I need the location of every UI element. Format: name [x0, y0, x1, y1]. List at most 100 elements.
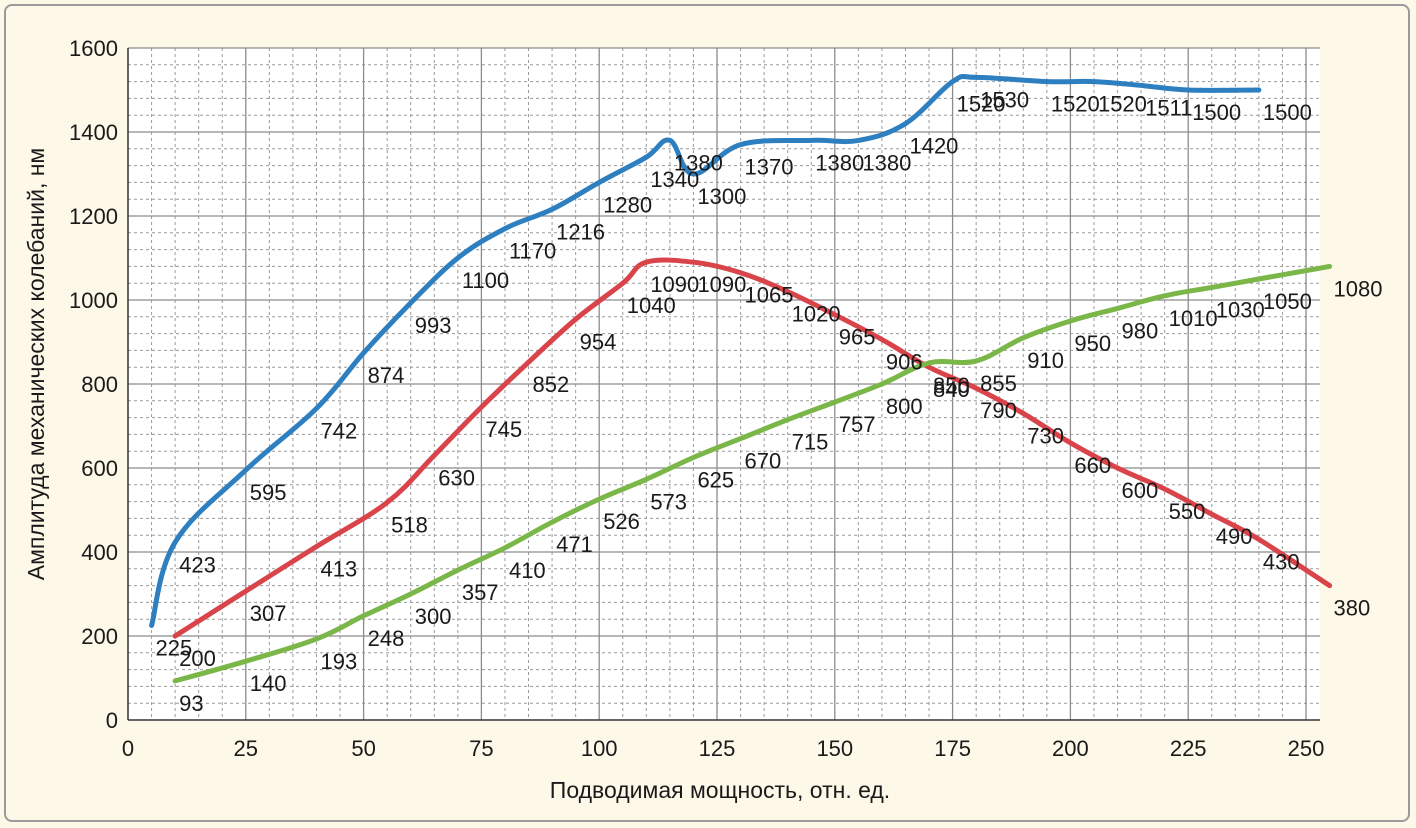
data-label: 526 [603, 509, 640, 534]
data-label: 660 [1074, 453, 1111, 478]
data-label: 670 [745, 449, 782, 474]
data-label: 790 [980, 398, 1017, 423]
data-label: 1065 [745, 283, 794, 308]
series-line-2 [172, 257, 1333, 639]
data-label: 800 [886, 394, 923, 419]
data-label: 1511 [1145, 95, 1192, 120]
data-label: 600 [1122, 478, 1159, 503]
data-label: 1520 [957, 92, 1006, 117]
data-label: 410 [509, 558, 546, 583]
data-label: 874 [368, 363, 405, 388]
data-label: 1216 [556, 219, 605, 244]
data-label: 1050 [1263, 289, 1312, 314]
series-group [149, 73, 1333, 684]
data-label: 1380 [674, 150, 723, 175]
data-label: 1420 [909, 134, 958, 159]
series-line-3 [172, 263, 1333, 684]
data-label: 357 [462, 580, 499, 605]
data-label: 625 [697, 468, 734, 493]
data-label: 1080 [1334, 276, 1383, 301]
data-label: 950 [1074, 331, 1111, 356]
data-label: 840 [933, 377, 970, 402]
x-tick-label: 150 [816, 736, 853, 761]
data-label: 413 [320, 557, 357, 582]
data-label: 490 [1216, 524, 1253, 549]
data-label: 852 [533, 372, 570, 397]
x-tick-label: 125 [699, 736, 736, 761]
x-tick-label: 225 [1170, 736, 1207, 761]
y-axis-title: Амплитуда механических колебаний, нм [23, 148, 49, 580]
axes [127, 48, 1320, 721]
data-label: 1280 [603, 192, 652, 217]
data-label: 423 [179, 552, 216, 577]
data-label: 471 [556, 532, 593, 557]
data-label: 380 [1334, 596, 1371, 621]
x-tick-label: 75 [469, 736, 493, 761]
data-label: 742 [320, 418, 357, 443]
data-label: 745 [485, 417, 522, 442]
data-label: 1090 [697, 272, 746, 297]
data-label: 715 [792, 430, 829, 455]
series-line-1 [149, 73, 1262, 628]
x-tick-label: 175 [934, 736, 971, 761]
y-tick-label: 1400 [69, 120, 118, 145]
data-label: 906 [886, 349, 923, 374]
data-label: 1380 [862, 150, 911, 175]
data-label: 1500 [1192, 100, 1241, 125]
data-label: 993 [415, 313, 452, 338]
y-tick-label: 600 [81, 456, 118, 481]
x-tick-label: 0 [122, 736, 134, 761]
data-label: 1520 [1051, 92, 1100, 117]
data-label: 1500 [1263, 100, 1312, 125]
data-label: 200 [179, 646, 216, 671]
y-axis-ticks: 0 200 400 600 800 1000 1200 1400 1600 [69, 36, 118, 733]
data-label: 954 [580, 329, 617, 354]
y-tick-label: 1000 [69, 288, 118, 313]
y-tick-label: 400 [81, 540, 118, 565]
data-labels: 2254235957428749931100117012161280134013… [156, 87, 1383, 716]
data-label: 1170 [509, 239, 556, 264]
data-label: 93 [179, 691, 203, 716]
data-label: 1040 [627, 293, 676, 318]
x-axis-title: Подводимая мощность, отн. ед. [550, 777, 890, 803]
data-label: 518 [391, 512, 428, 537]
data-label: 1090 [650, 272, 699, 297]
y-tick-label: 1600 [69, 36, 118, 61]
x-axis-ticks: 0 25 50 75 100 125 150 175 200 225 250 [122, 736, 1324, 761]
x-tick-label: 50 [351, 736, 375, 761]
data-label: 307 [250, 601, 287, 626]
data-label: 910 [1027, 348, 1064, 373]
data-label: 965 [839, 325, 876, 350]
data-label: 630 [438, 465, 475, 490]
data-label: 550 [1169, 499, 1206, 524]
y-tick-label: 0 [106, 708, 118, 733]
data-label: 1530 [980, 87, 1029, 112]
data-label: 140 [250, 671, 287, 696]
data-label: 757 [839, 412, 876, 437]
data-label: 225 [156, 636, 193, 661]
data-label: 573 [650, 489, 687, 514]
data-label: 1020 [792, 302, 841, 327]
data-label: 730 [1027, 423, 1064, 448]
x-tick-label: 100 [581, 736, 618, 761]
data-label: 1100 [462, 268, 509, 293]
data-label: 980 [1122, 318, 1159, 343]
data-label: 193 [320, 649, 357, 674]
data-label: 248 [368, 626, 405, 651]
x-tick-label: 250 [1288, 736, 1325, 761]
y-tick-label: 800 [81, 372, 118, 397]
x-tick-label: 25 [234, 736, 258, 761]
data-label: 1520 [1098, 92, 1147, 117]
data-label: 1010 [1169, 306, 1218, 331]
y-tick-label: 1200 [69, 204, 118, 229]
x-tick-label: 200 [1052, 736, 1089, 761]
y-tick-label: 200 [81, 624, 118, 649]
data-label: 300 [415, 604, 452, 629]
data-label: 595 [250, 480, 287, 505]
data-label: 850 [933, 373, 970, 398]
data-label: 1340 [650, 167, 699, 192]
data-label: 1370 [745, 155, 794, 180]
data-label: 855 [980, 371, 1017, 396]
data-label: 430 [1263, 549, 1300, 574]
